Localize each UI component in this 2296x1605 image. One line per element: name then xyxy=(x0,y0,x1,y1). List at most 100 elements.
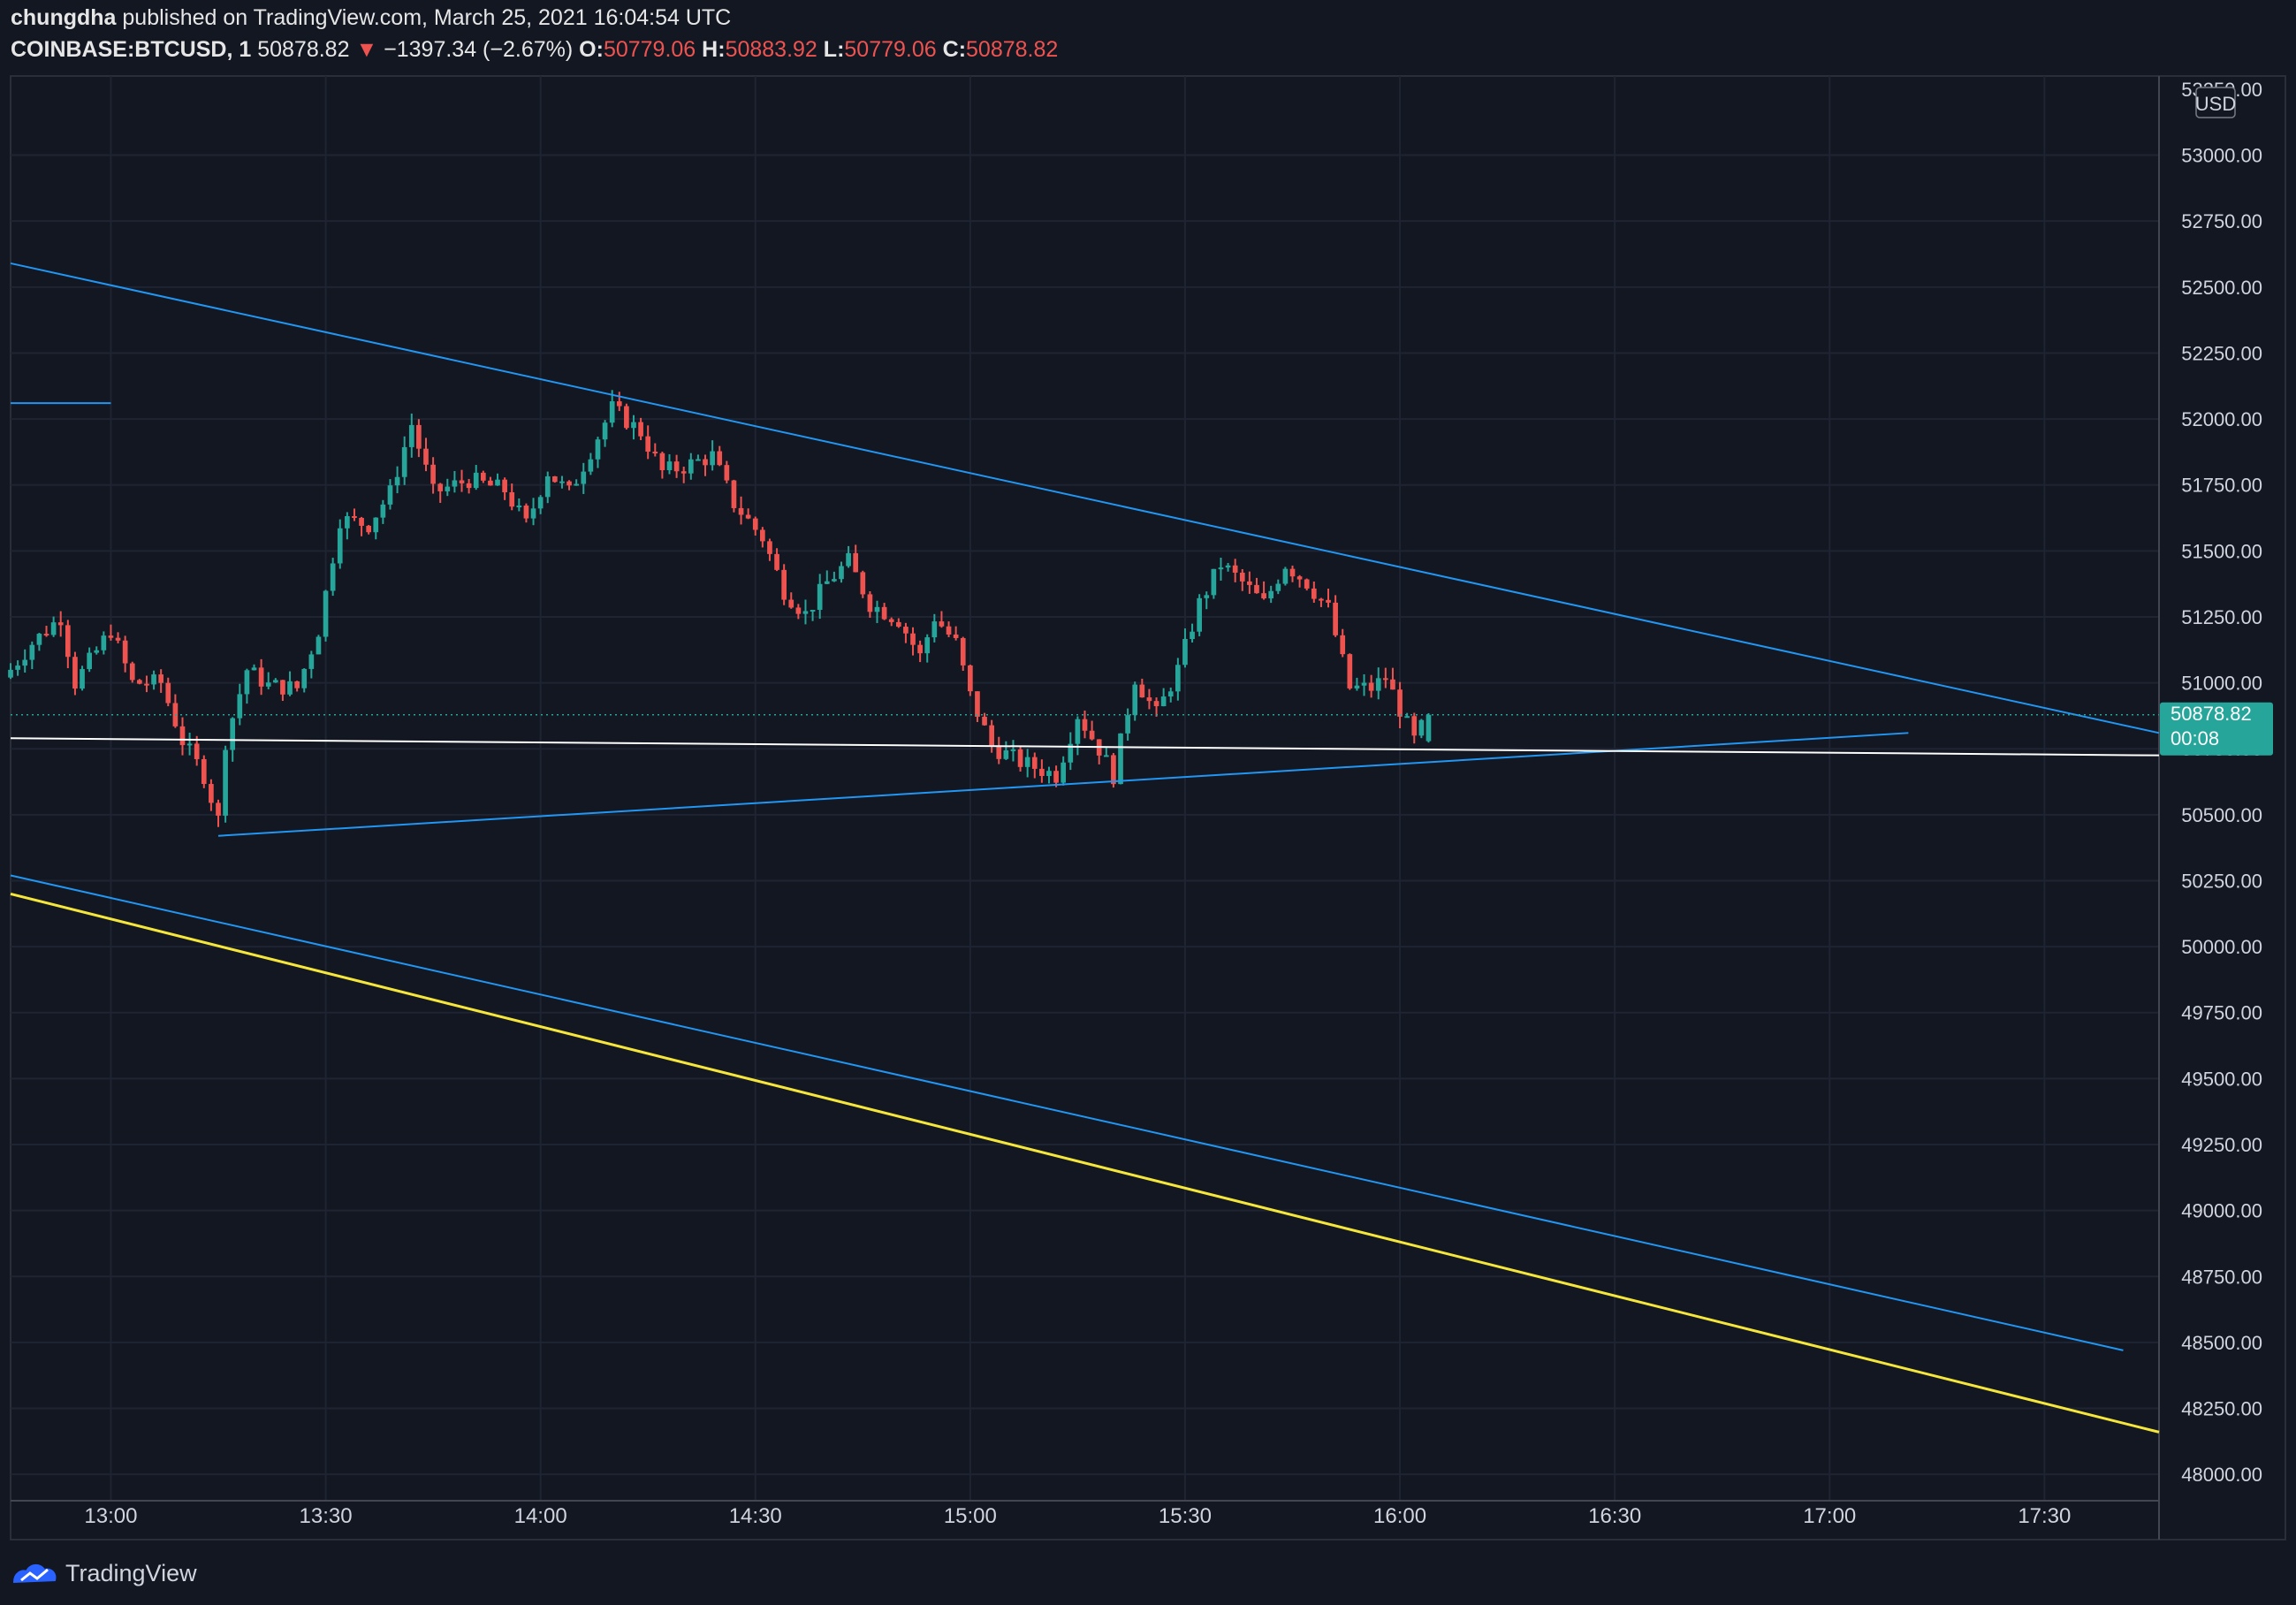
currency-badge[interactable]: USD xyxy=(2195,87,2236,118)
candle-up xyxy=(631,422,636,429)
ohlc-legend: COINBASE:BTCUSD, 1 50878.82 ▼ −1397.34 (… xyxy=(11,37,1058,63)
candle-down xyxy=(910,633,916,645)
candle-up xyxy=(223,749,228,816)
candle-up xyxy=(574,483,579,486)
candle-down xyxy=(1139,684,1145,698)
candle-up xyxy=(287,681,293,695)
candle-down xyxy=(960,637,966,666)
candle-up xyxy=(810,609,816,612)
candle-up xyxy=(323,590,329,637)
candle-down xyxy=(194,743,200,759)
candle-down xyxy=(430,464,436,484)
candle-up xyxy=(345,516,350,529)
grid-lines xyxy=(11,76,2159,1501)
candle-down xyxy=(1368,682,1374,691)
candle-down xyxy=(122,640,128,664)
candle-down xyxy=(258,667,264,687)
candle-up xyxy=(1268,590,1274,599)
candle-down xyxy=(738,507,744,515)
candle-down xyxy=(853,552,859,573)
candle-down xyxy=(953,634,959,638)
candle-down xyxy=(43,634,49,636)
candle-up xyxy=(688,459,694,474)
candle-up xyxy=(1132,684,1138,716)
candle-up xyxy=(1125,715,1130,734)
time-tick-label: 17:00 xyxy=(1803,1504,1856,1528)
candle-down xyxy=(781,569,787,600)
candle-down xyxy=(1082,719,1088,731)
candle-down xyxy=(352,516,357,519)
candle-up xyxy=(544,475,551,498)
price-tick-label: 48500.00 xyxy=(2181,1332,2262,1354)
time-tick-label: 13:00 xyxy=(84,1504,137,1528)
high-label: H: xyxy=(702,37,726,62)
price-tick-label: 49000.00 xyxy=(2181,1200,2262,1222)
candle-down xyxy=(867,594,873,612)
candle-up xyxy=(1061,762,1067,783)
candle-down xyxy=(968,665,973,692)
candle-down xyxy=(745,514,751,519)
candle-down xyxy=(774,553,779,570)
trendline xyxy=(10,874,2124,1351)
candle-up xyxy=(473,472,479,489)
candle-down xyxy=(459,480,465,483)
candle-down xyxy=(888,619,894,622)
candlestick-series[interactable] xyxy=(8,390,1432,827)
symbol-label[interactable]: COINBASE:BTCUSD, 1 xyxy=(11,37,252,62)
candle-down xyxy=(982,716,987,726)
candle-down xyxy=(767,541,772,554)
last-price-badge: 50878.82 00:08 xyxy=(2160,702,2273,756)
candle-down xyxy=(1089,730,1095,740)
currency-label: USD xyxy=(2195,93,2236,115)
candle-down xyxy=(996,746,1002,759)
candle-down xyxy=(1340,635,1346,655)
candle-up xyxy=(308,654,315,669)
drawings-layer[interactable] xyxy=(10,262,2160,1434)
publisher-name[interactable]: chungdha xyxy=(11,5,117,30)
candle-down xyxy=(480,472,486,481)
candle-up xyxy=(1282,568,1289,584)
candle-up xyxy=(1361,682,1367,686)
time-tick-label: 15:30 xyxy=(1159,1504,1212,1528)
candle-down xyxy=(1232,565,1238,573)
candle-up xyxy=(1075,719,1081,744)
time-tick-label: 14:00 xyxy=(514,1504,567,1528)
candle-up xyxy=(373,517,379,533)
candle-up xyxy=(874,606,880,612)
candle-up xyxy=(559,481,565,483)
candle-up xyxy=(22,659,28,666)
candle-down xyxy=(57,622,64,626)
price-tick-label: 51750.00 xyxy=(2181,475,2262,497)
trendline xyxy=(10,892,2160,1434)
candle-up xyxy=(401,446,407,477)
candle-up xyxy=(452,480,458,487)
candle-up xyxy=(8,669,13,678)
candle-down xyxy=(659,453,665,470)
candle-up xyxy=(1160,696,1167,707)
candle-down xyxy=(717,451,723,466)
candle-up xyxy=(1204,595,1210,598)
candle-up xyxy=(265,682,271,687)
tradingview-logo[interactable]: TradingView xyxy=(11,1556,197,1591)
time-tick-label: 14:30 xyxy=(729,1504,782,1528)
candle-down xyxy=(1031,757,1038,769)
price-tick-label: 51000.00 xyxy=(2181,673,2262,695)
chart-header: chungdha published on TradingView.com, M… xyxy=(11,4,2273,67)
candle-up xyxy=(1118,733,1123,785)
low-value: 50779.06 xyxy=(844,37,937,62)
candle-down xyxy=(1111,755,1116,785)
candle-up xyxy=(696,459,701,461)
candle-up xyxy=(94,650,100,653)
candle-up xyxy=(394,476,400,486)
candle-up xyxy=(337,528,343,564)
trendline xyxy=(217,732,1909,837)
candle-down xyxy=(72,657,78,689)
price-tick-label: 51250.00 xyxy=(2181,606,2262,628)
candle-down xyxy=(903,627,909,634)
candle-down xyxy=(760,529,765,542)
tradingview-logo-icon xyxy=(12,1564,57,1584)
candle-up xyxy=(839,566,844,580)
candle-down xyxy=(509,491,515,507)
candle-down xyxy=(731,480,737,508)
